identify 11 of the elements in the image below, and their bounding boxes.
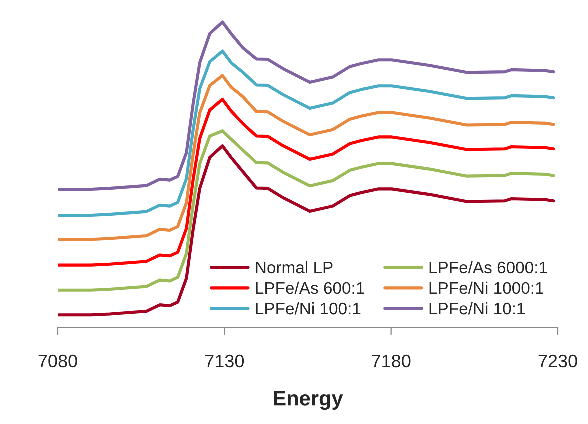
x-tick-label: 7230 (538, 354, 578, 368)
x-tick-label: 7130 (206, 354, 244, 368)
legend-label: LPFe/Ni 1000:1 (430, 282, 544, 294)
legend-label: Normal LP (256, 261, 333, 274)
x-axis-title: Energy (274, 391, 344, 410)
legend-label: LPFe/As 600:1 (256, 282, 364, 294)
x-tick-label: 7080 (38, 354, 78, 368)
legend-label: LPFe/Ni 10:1 (430, 302, 525, 315)
legend-label: LPFe/Ni 100:1 (256, 302, 361, 315)
x-tick-label: 7180 (372, 354, 411, 368)
legend-label: LPFe/As 6000:1 (430, 261, 548, 274)
